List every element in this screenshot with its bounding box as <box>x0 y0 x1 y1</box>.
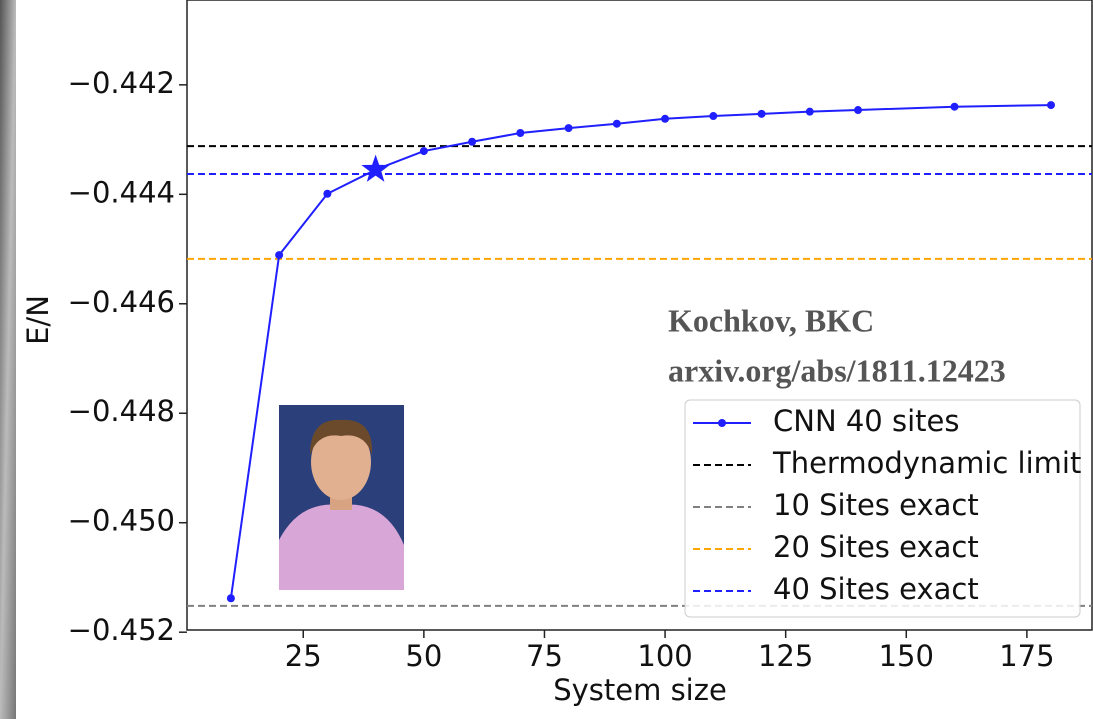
legend-label: 10 Sites exact <box>773 488 979 522</box>
y-tick-label: −0.450 <box>68 504 175 538</box>
x-tick-label: 125 <box>758 639 813 673</box>
point <box>806 108 814 116</box>
x-axis-label: System size <box>553 673 727 707</box>
point <box>420 147 428 155</box>
x-tick-label: 25 <box>285 639 322 673</box>
y-tick-label: −0.444 <box>68 175 175 209</box>
background-strip <box>0 0 16 719</box>
portrait <box>279 405 404 590</box>
legend-label: 20 Sites exact <box>773 530 979 564</box>
point <box>613 120 621 128</box>
point <box>758 110 766 118</box>
x-tick-label: 100 <box>637 639 692 673</box>
point <box>516 129 524 137</box>
legend-label: 40 Sites exact <box>773 572 979 606</box>
highlight-star <box>361 155 390 182</box>
x-tick-label: 175 <box>999 639 1054 673</box>
point <box>468 138 476 146</box>
legend: CNN 40 sites Thermodynamic limit 10 Sites … <box>685 400 1081 617</box>
y-axis-label: E/N <box>21 295 55 345</box>
legend-label: CNN 40 sites <box>773 404 959 438</box>
x-tick-label: 150 <box>879 639 934 673</box>
x-tick-label: 75 <box>526 639 563 673</box>
legend-label: Thermodynamic limit <box>772 446 1081 480</box>
y-tick-label: −0.448 <box>68 394 175 428</box>
point <box>709 112 717 120</box>
y-tick-label: −0.442 <box>68 66 175 100</box>
point <box>275 251 283 259</box>
y-tick-label: −0.452 <box>68 613 175 647</box>
point <box>1047 101 1055 109</box>
point <box>227 594 235 602</box>
point <box>323 190 331 198</box>
y-tick-label: −0.446 <box>68 285 175 319</box>
annotation: arxiv.org/abs/1811.12423 <box>668 352 1006 388</box>
point <box>661 115 669 123</box>
point <box>951 103 959 111</box>
x-tick-label: 50 <box>405 639 442 673</box>
legend-marker <box>718 419 726 427</box>
annotation: Kochkov, BKC <box>668 302 874 338</box>
point <box>854 106 862 114</box>
point <box>565 124 573 132</box>
chart: Kochkov, BKC arxiv.org/abs/1811.12423 Sy… <box>0 0 1093 719</box>
